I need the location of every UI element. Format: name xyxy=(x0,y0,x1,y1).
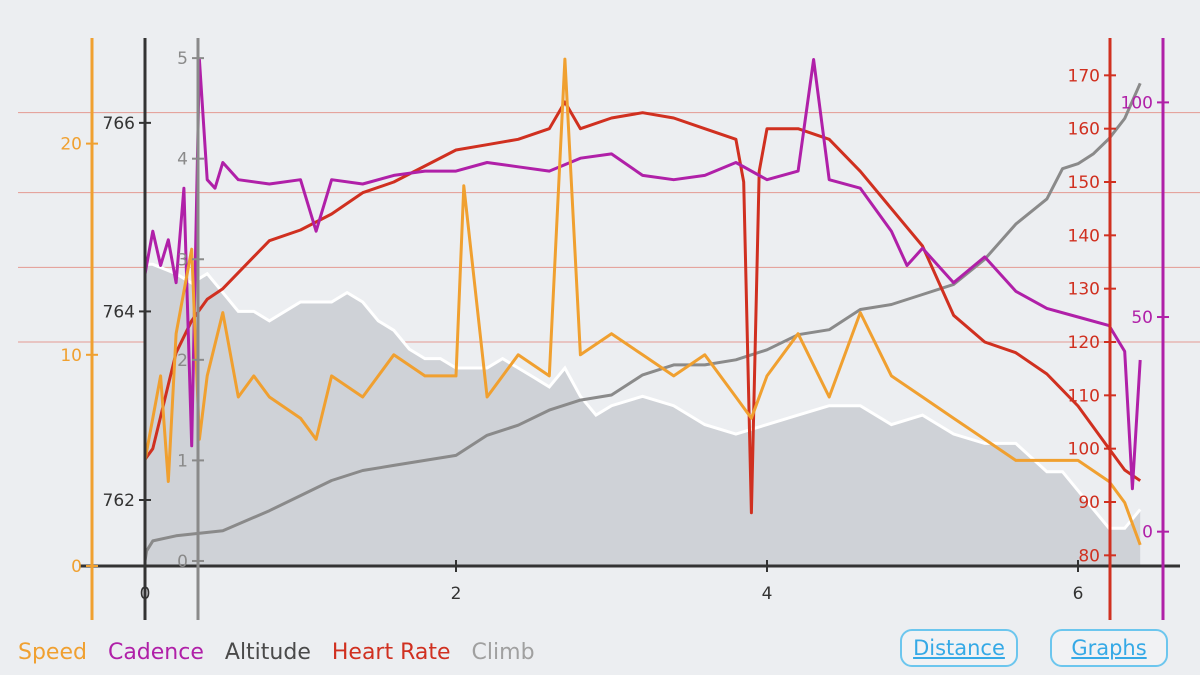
legend: Speed Cadence Altitude Heart Rate Climb xyxy=(18,640,549,665)
altitude-line xyxy=(145,262,1142,530)
climb-tick-label-3: 3 xyxy=(177,250,188,270)
heart-rate-tick-label-100: 100 xyxy=(1068,440,1100,460)
altitude-tick-label-766: 766 xyxy=(103,114,135,134)
cadence-line xyxy=(143,58,1142,491)
legend-cadence: Cadence xyxy=(107,640,204,665)
altitude-tick-label-762: 762 xyxy=(103,491,135,511)
legend-altitude: Altitude xyxy=(224,640,311,665)
legend-climb: Climb xyxy=(471,640,535,665)
heart-rate-tick-label-140: 140 xyxy=(1068,226,1100,246)
altitude-area xyxy=(145,264,1141,566)
speed-tick-label-0: 0 xyxy=(71,557,82,577)
legend-heart-rate: Heart Rate xyxy=(331,640,451,665)
climb-tick-label-0: 0 xyxy=(177,552,188,572)
heart-rate-tick-label-110: 110 xyxy=(1068,386,1100,406)
graphs-button[interactable]: Graphs xyxy=(1050,629,1168,667)
axes-layer: 0 2 4 6 0 10 20 762 764 766 0 1 2 3 4 5 80 90 100 110 120 130… xyxy=(60,38,1180,620)
heart-rate-tick-label-150: 150 xyxy=(1068,173,1100,193)
heart-rate-tick-label-160: 160 xyxy=(1068,120,1100,140)
grid-lines xyxy=(18,112,1200,343)
heart-rate-tick-label-90: 90 xyxy=(1078,493,1100,513)
x-tick-label-2: 2 xyxy=(451,584,462,604)
speed-tick-label-20: 20 xyxy=(60,135,82,155)
speed-line xyxy=(143,57,1142,546)
heart-rate-tick-label-80: 80 xyxy=(1078,546,1100,566)
cadence-tick-label-50: 50 xyxy=(1131,308,1153,328)
heart-rate-tick-label-170: 170 xyxy=(1068,66,1100,86)
heart-rate-line xyxy=(143,100,1142,515)
x-tick-label-4: 4 xyxy=(762,584,773,604)
x-tick-label-6: 6 xyxy=(1073,584,1084,604)
cadence-tick-label-100: 100 xyxy=(1121,93,1153,113)
series-layer xyxy=(143,57,1142,566)
heart-rate-tick-label-120: 120 xyxy=(1068,333,1100,353)
climb-tick-label-5: 5 xyxy=(177,49,188,69)
distance-button[interactable]: Distance xyxy=(900,629,1018,667)
climb-tick-label-4: 4 xyxy=(177,150,188,170)
climb-line xyxy=(143,82,1142,562)
cadence-tick-label-0: 0 xyxy=(1142,523,1153,543)
heart-rate-tick-label-130: 130 xyxy=(1068,280,1100,300)
altitude-tick-label-764: 764 xyxy=(103,302,135,322)
speed-tick-label-10: 10 xyxy=(60,346,82,366)
climb-tick-label-1: 1 xyxy=(177,451,188,471)
climb-tick-label-2: 2 xyxy=(177,351,188,371)
legend-speed: Speed xyxy=(18,640,87,665)
